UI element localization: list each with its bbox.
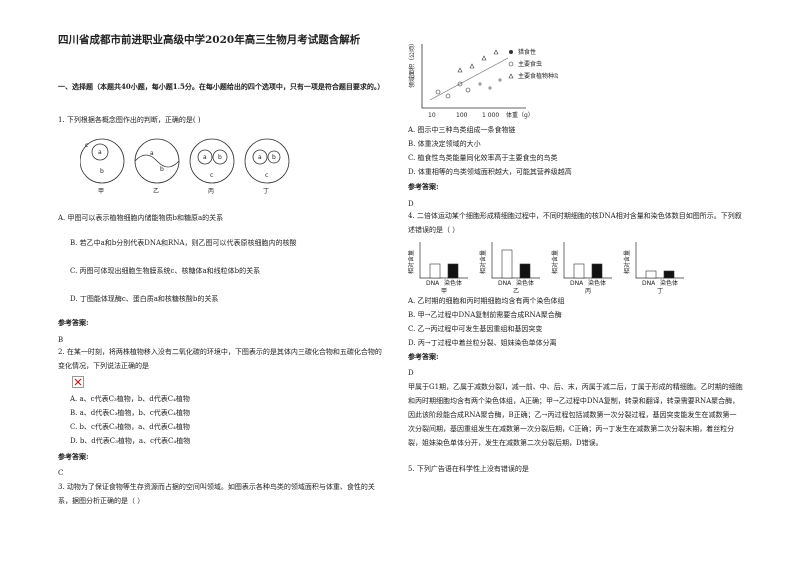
y-label: 相对含量 — [408, 250, 415, 274]
option: A. 甲图可以表示植物细胞内储能物质b和糖原a的关系 — [58, 214, 224, 222]
y-label: 相对含量 — [551, 250, 559, 274]
option: C. b、c代表C₃植物，a、d代表C₄植物 — [70, 423, 190, 431]
panel-label: 乙 — [513, 288, 519, 295]
question-stem: 4. 二倍体运动某个细胞形成精细胞过程中，不同时期细胞的核DNA相对含量和染色体… — [408, 212, 742, 234]
legend-entry: 主要食植物种动物 — [518, 72, 558, 80]
axis — [419, 242, 468, 279]
question-stem: 2. 在某一时刻，将两株植物移入没有二氧化碳的环境中，下图表示的是其体内三碳化合… — [58, 348, 382, 370]
svg-text:c: c — [85, 142, 88, 149]
x-tick-label: 1 000 — [482, 112, 499, 119]
figure-label: 丁 — [263, 188, 269, 195]
bar-label: 染色体 — [588, 279, 606, 287]
y-label: 相对含量 — [479, 250, 487, 274]
option: B. 甲→乙过程中DNA复制前需要合成RNA聚合酶 — [408, 311, 562, 319]
bar-label: 染色体 — [660, 279, 678, 287]
svg-text:a: a — [98, 149, 102, 156]
panel-label: 甲 — [441, 288, 447, 295]
legend-entry: 主要食虫 — [518, 60, 542, 68]
bar-label: DNA — [642, 280, 656, 287]
figure-label: 乙 — [153, 188, 159, 195]
x-tick-label: 100 — [456, 112, 468, 119]
bar — [663, 270, 675, 279]
answer-label: 参考答案: — [408, 352, 439, 361]
svg-text:a: a — [150, 150, 154, 157]
axis — [563, 242, 612, 279]
answer: B — [58, 336, 64, 344]
option: D. 丁图能体现酶c、蛋白质a和核糖核酸b的关系 — [70, 295, 219, 303]
bar — [447, 263, 459, 279]
answer-label: 参考答案: — [408, 182, 439, 191]
bar — [591, 263, 603, 279]
option: B. 体重决定领域的大小 — [408, 140, 481, 148]
svg-text:b: b — [218, 154, 222, 161]
bar-label: DNA — [426, 280, 440, 287]
option: A. 图示中三种鸟类组成一条食物链 — [408, 126, 516, 134]
x-label: 体重（g） — [506, 111, 534, 119]
figure-label: 丙 — [208, 188, 214, 195]
answer: D — [408, 369, 414, 377]
bar — [501, 249, 513, 279]
title: 四川省成都市前进职业高级中学2020年高三生物月考试题含解析 — [58, 34, 361, 46]
bar — [519, 263, 531, 279]
option: C. 乙→丙过程中可发生基因重组和基因突变 — [408, 325, 543, 333]
section-heading: 一、选择题（本题共40小题，每小题1.5分。在每小题给出的四个选项中，只有一项是… — [58, 82, 385, 91]
svg-text:b: b — [100, 168, 104, 175]
explanation: 甲属于G1期，乙属于减数分裂Ⅰ，减一前、中、后、末，丙属于减二后，丁属于形成的精… — [408, 383, 743, 447]
bar-label: DNA — [498, 280, 512, 287]
bird-figure: 领域面积（公顷） 10 100 1 000 体重（g） 猎食性 主要食虫 主要食… — [408, 40, 558, 119]
option: B. a、d代表C₃植物，b、c代表C₄植物 — [70, 409, 190, 417]
y-label: 领域面积（公顷） — [408, 40, 416, 88]
bar — [429, 263, 441, 279]
bar-label: 染色体 — [444, 279, 462, 287]
panel-label: 丁 — [657, 288, 663, 295]
answer: C — [58, 469, 64, 477]
bar-label: 染色体 — [516, 279, 534, 287]
option: B. 若乙中a和b分别代表DNA和RNA，则乙图可以代表原核细胞内的核酸 — [70, 239, 297, 247]
question-stem: 5. 下列广告语在科学性上没有错误的是 — [408, 465, 529, 473]
x-tick-label: 10 — [428, 112, 436, 119]
figure-label: 甲 — [98, 188, 104, 195]
image-placeholder — [72, 376, 84, 388]
bar — [573, 263, 585, 279]
bar-label: DNA — [570, 280, 584, 287]
option: D. b、d代表C₃植物，a、c代表C₄植物 — [70, 437, 191, 445]
axis — [491, 242, 540, 279]
svg-text:b: b — [272, 154, 276, 161]
option: C. 植食性鸟类能量同化效率高于主要食虫的鸟类 — [408, 154, 558, 162]
option: D. 体重相等的鸟类领域面积越大，可能其营养级越高 — [408, 168, 572, 176]
y-label: 相对含量 — [623, 250, 631, 274]
option: C. 丙图可体现出细胞生物膜系统c、核糖体a和线粒体b的关系 — [70, 267, 261, 275]
option: A. a、c代表C₃植物，b、d代表C₄植物 — [70, 395, 190, 403]
svg-text:b: b — [160, 166, 164, 173]
bar — [645, 270, 657, 279]
svg-text:c: c — [210, 172, 213, 179]
concept-diagrams: a b c a b a b c a b c 甲 乙 丙 丁 — [80, 138, 290, 195]
question-stem: 3. 动物为了保证食物等生存资源而占据的空间叫领域。如图表示各种鸟类的领域面积与… — [58, 483, 375, 505]
answer-label: 参考答案: — [58, 318, 89, 327]
answer-label: 参考答案: — [58, 452, 89, 461]
panel-label: 丙 — [585, 288, 591, 295]
legend-entry: 猎食性 — [518, 48, 536, 56]
option: D. 丙→丁过程中着丝粒分裂、姐妹染色单体分离 — [408, 339, 557, 347]
axis — [635, 242, 684, 279]
svg-text:c: c — [265, 172, 268, 179]
option: A. 乙时期的细胞和丙时期细胞均含有两个染色体组 — [408, 297, 565, 305]
answer: D — [408, 200, 414, 208]
svg-text:a: a — [203, 154, 207, 161]
question-stem: 1. 下列根据各概念图作出的判断，正确的是( ) — [58, 116, 201, 124]
svg-text:a: a — [258, 154, 262, 161]
